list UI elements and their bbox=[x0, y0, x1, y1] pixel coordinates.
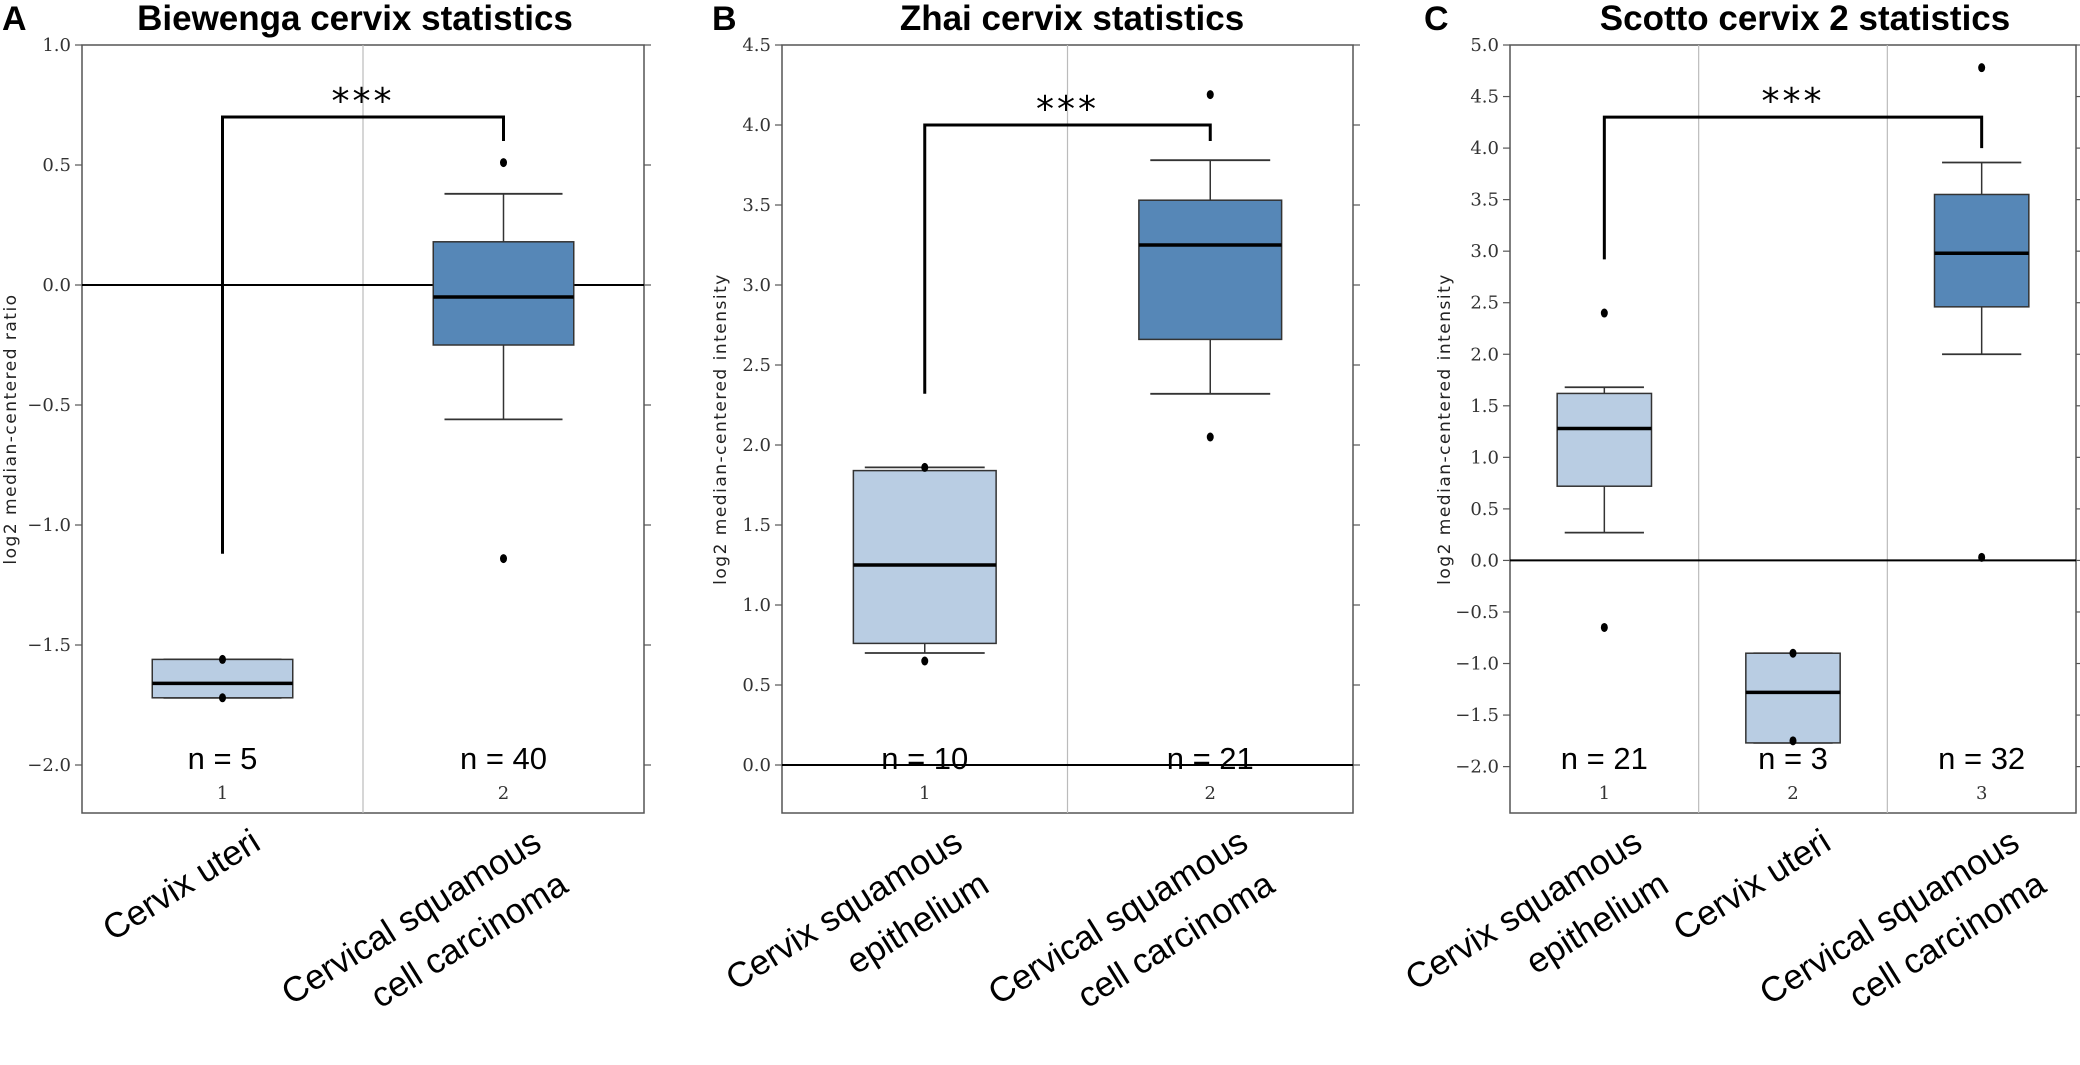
outlier-point bbox=[1206, 432, 1214, 442]
y-tick-label: 2.5 bbox=[742, 355, 771, 376]
y-axis-label: log2 median-centered intensity bbox=[1435, 273, 1455, 585]
x-tick-label: 2 bbox=[1787, 783, 1798, 804]
x-tick-label: 2 bbox=[498, 783, 509, 804]
n-label: n = 3 bbox=[1758, 741, 1828, 776]
y-tick-label: 3.0 bbox=[742, 275, 771, 296]
y-tick-label: −1.5 bbox=[27, 635, 71, 656]
y-tick-label: 0.5 bbox=[742, 675, 771, 696]
y-tick-label: 0.5 bbox=[1470, 499, 1499, 520]
n-label: n = 40 bbox=[460, 741, 547, 776]
y-tick-label: −0.5 bbox=[27, 395, 71, 416]
y-tick-label: 0.0 bbox=[1470, 550, 1499, 571]
panel-zhai: B Zhai cervix statistics 0.0 0.5 1.0 1.5 2.0 2.… bbox=[711, 0, 1360, 1054]
outlier-point bbox=[1600, 622, 1608, 632]
outlier-point bbox=[1978, 552, 1986, 562]
significance-bracket bbox=[1602, 115, 1984, 260]
box-iqr bbox=[1556, 392, 1653, 487]
outlier-point bbox=[219, 654, 226, 664]
category-label: Cervical squamouscell carcinoma bbox=[981, 821, 1281, 1054]
y-tick-label: −1.0 bbox=[1455, 654, 1499, 675]
box-iqr bbox=[1933, 193, 2030, 308]
y-tick-label: −0.5 bbox=[1455, 602, 1499, 623]
n-label: n = 5 bbox=[188, 741, 258, 776]
outlier-point bbox=[1978, 63, 1986, 73]
x-tick-label: 1 bbox=[919, 783, 930, 804]
outlier-point bbox=[500, 158, 507, 168]
box-iqr bbox=[1138, 199, 1283, 341]
outlier-point bbox=[1789, 648, 1797, 658]
category-label: Cervix squamousepithelium bbox=[719, 822, 995, 1041]
category-label: Cervix uteri bbox=[96, 822, 267, 949]
y-tick-label: 5.0 bbox=[1470, 35, 1499, 56]
box-iqr bbox=[1745, 652, 1841, 744]
n-label: n = 21 bbox=[1561, 741, 1648, 776]
y-tick-label: 2.0 bbox=[1470, 344, 1499, 365]
n-label: n = 10 bbox=[881, 741, 968, 776]
panel-title: Biewenga cervix statistics bbox=[137, 0, 573, 38]
x-tick-label: 3 bbox=[1976, 783, 1987, 804]
y-tick-label: −2.0 bbox=[27, 755, 71, 776]
category-label-line: Cervix uteri bbox=[96, 822, 267, 949]
outlier-point bbox=[1789, 736, 1797, 746]
outlier-point bbox=[921, 656, 929, 666]
y-tick-label: 1.0 bbox=[1470, 447, 1499, 468]
outlier-point bbox=[921, 462, 929, 472]
box-iqr bbox=[432, 241, 575, 346]
outlier-point bbox=[1206, 90, 1214, 100]
significance-stars: *** bbox=[1762, 81, 1825, 122]
outlier-point bbox=[219, 693, 226, 703]
panel-title: Zhai cervix statistics bbox=[900, 0, 1244, 38]
y-tick-label: 4.5 bbox=[1470, 87, 1499, 108]
y-tick-label: 3.5 bbox=[1470, 190, 1499, 211]
panel-biewenga: A Biewenga cervix statistics −2.0 −1.5 −1.0 −… bbox=[1, 0, 651, 1054]
y-tick-label: 1.0 bbox=[42, 35, 71, 56]
y-tick-label: 0.5 bbox=[42, 155, 71, 176]
y-tick-label: 4.0 bbox=[1470, 138, 1499, 159]
n-label: n = 32 bbox=[1938, 741, 2025, 776]
significance-bracket bbox=[221, 115, 505, 554]
y-axis-label: log2 median-centered ratio bbox=[1, 293, 21, 564]
y-tick-label: 2.5 bbox=[1470, 293, 1499, 314]
x-tick-label: 2 bbox=[1205, 783, 1216, 804]
y-tick-label: 4.0 bbox=[742, 115, 771, 136]
y-tick-label: 3.5 bbox=[742, 195, 771, 216]
panel-title: Scotto cervix 2 statistics bbox=[1600, 0, 2010, 38]
outlier-point bbox=[500, 554, 507, 564]
category-label: Cervix uteri bbox=[1666, 822, 1837, 949]
n-label: n = 21 bbox=[1167, 741, 1254, 776]
x-tick-label: 1 bbox=[1599, 783, 1610, 804]
category-label: Cervical squamouscell carcinoma bbox=[275, 821, 575, 1054]
y-tick-label: 4.5 bbox=[742, 35, 771, 56]
y-axis-label: log2 median-centered intensity bbox=[711, 273, 731, 585]
panel-letter: B bbox=[712, 0, 737, 38]
y-tick-label: −2.0 bbox=[1455, 757, 1499, 778]
box-iqr bbox=[852, 469, 997, 645]
panel-letter: A bbox=[2, 0, 27, 38]
x-tick-label: 1 bbox=[217, 783, 228, 804]
plot-frame bbox=[1509, 44, 2077, 814]
category-label-line: Cervix uteri bbox=[1666, 822, 1837, 949]
significance-stars: *** bbox=[332, 81, 395, 122]
significance-stars: *** bbox=[1036, 89, 1099, 130]
y-tick-label: −1.0 bbox=[27, 515, 71, 536]
y-tick-label: 1.5 bbox=[1470, 396, 1499, 417]
panel-letter: C bbox=[1424, 0, 1449, 38]
y-tick-label: 0.0 bbox=[742, 755, 771, 776]
y-tick-label: 0.0 bbox=[42, 275, 71, 296]
panel-scotto: C Scotto cervix 2 statistics −2.0 −1.5 −1.0 −… bbox=[1399, 0, 2080, 1041]
y-tick-label: 1.5 bbox=[742, 515, 771, 536]
y-tick-label: −1.5 bbox=[1455, 705, 1499, 726]
box-iqr bbox=[151, 658, 294, 699]
significance-bracket bbox=[923, 123, 1212, 394]
y-tick-label: 1.0 bbox=[742, 595, 771, 616]
y-tick-label: 3.0 bbox=[1470, 241, 1499, 262]
y-tick-label: 2.0 bbox=[742, 435, 771, 456]
outlier-point bbox=[1600, 308, 1608, 318]
category-label: Cervix squamousepithelium bbox=[1399, 822, 1675, 1041]
